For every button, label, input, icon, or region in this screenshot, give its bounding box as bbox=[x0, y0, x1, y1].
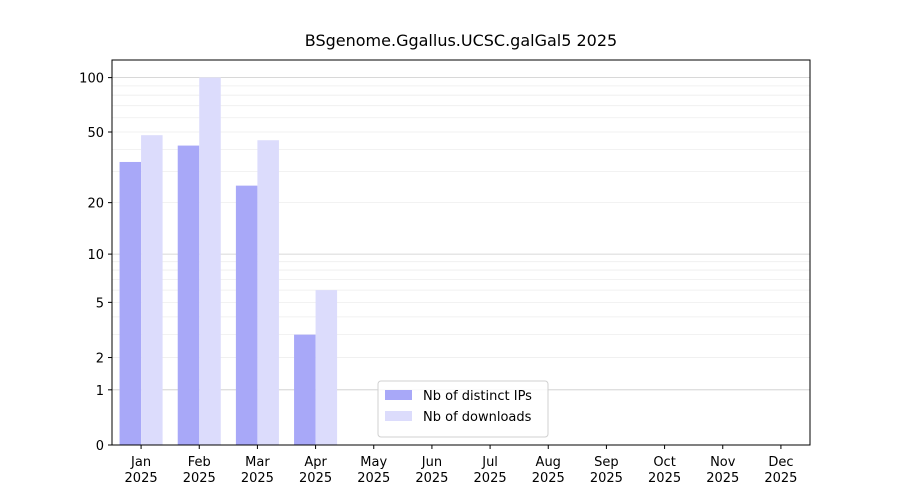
bar bbox=[141, 135, 163, 446]
x-tick-label: Jul bbox=[481, 455, 498, 470]
bar bbox=[257, 140, 279, 445]
bar bbox=[294, 334, 316, 445]
x-tick-label: 2025 bbox=[648, 471, 681, 486]
x-tick-label: 2025 bbox=[590, 471, 623, 486]
y-tick-label: 5 bbox=[96, 296, 104, 311]
legend-swatch bbox=[385, 411, 412, 421]
x-tick-label: 2025 bbox=[357, 471, 390, 486]
x-tick-label: 2025 bbox=[125, 471, 158, 486]
legend-label: Nb of distinct IPs bbox=[423, 389, 532, 404]
bar bbox=[119, 161, 142, 445]
bar bbox=[315, 290, 338, 445]
y-tick-label: 50 bbox=[87, 126, 104, 141]
plot-frame bbox=[111, 59, 811, 446]
y-tick-label: 2 bbox=[96, 352, 104, 367]
x-tick-label: 2025 bbox=[299, 471, 332, 486]
chart-title: BSgenome.Ggallus.UCSC.galGal5 2025 bbox=[305, 31, 617, 50]
x-tick-label: Apr bbox=[304, 455, 327, 470]
x-tick-label: Feb bbox=[188, 455, 211, 470]
x-tick-label: 2025 bbox=[474, 471, 507, 486]
x-tick-label: May bbox=[360, 455, 387, 470]
x-tick-label: 2025 bbox=[415, 471, 448, 486]
x-tick-label: Jan bbox=[130, 455, 151, 470]
y-tick-label: 10 bbox=[87, 248, 104, 263]
x-tick-label: 2025 bbox=[183, 471, 216, 486]
y-tick-label: 1 bbox=[96, 384, 104, 399]
y-tick-label: 20 bbox=[87, 197, 104, 212]
legend-label: Nb of downloads bbox=[423, 410, 532, 425]
bar bbox=[177, 145, 200, 445]
x-tick-label: Aug bbox=[536, 455, 561, 470]
x-tick-label: 2025 bbox=[241, 471, 274, 486]
x-tick-label: Nov bbox=[710, 455, 736, 470]
x-tick-label: Mar bbox=[245, 455, 270, 470]
legend-swatch bbox=[385, 390, 412, 400]
y-tick-label: 0 bbox=[96, 439, 104, 454]
bar bbox=[199, 77, 221, 446]
x-tick-label: 2025 bbox=[706, 471, 739, 486]
x-tick-label: Jun bbox=[421, 455, 442, 470]
legend-box bbox=[377, 380, 549, 438]
y-tick-label: 100 bbox=[79, 72, 104, 87]
x-tick-label: 2025 bbox=[532, 471, 565, 486]
bar bbox=[235, 185, 258, 446]
x-tick-label: Dec bbox=[768, 455, 793, 470]
x-tick-label: Oct bbox=[653, 455, 675, 470]
x-tick-label: Sep bbox=[594, 455, 619, 470]
x-tick-label: 2025 bbox=[764, 471, 797, 486]
